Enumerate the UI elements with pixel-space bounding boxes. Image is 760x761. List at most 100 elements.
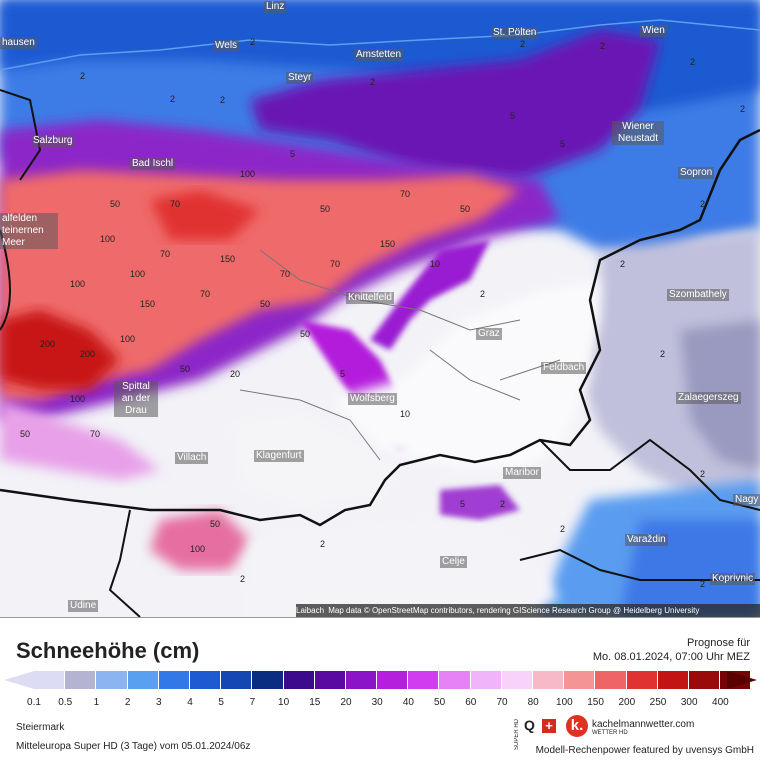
color-scale-cell (564, 671, 596, 689)
color-scale-tick: 3 (156, 697, 162, 708)
snow-value-label: 100 (70, 279, 86, 289)
color-scale-tick: 5 (218, 697, 224, 708)
map-attribution: Laibach Map data © OpenStreetMap contrib… (296, 604, 760, 617)
snow-value-label: 2 (560, 524, 566, 534)
color-scale-cell (595, 671, 627, 689)
model-label: Mitteleuropa Super HD (3 Tage) vom 05.01… (16, 741, 251, 752)
city-label: Salzburg (31, 135, 75, 147)
city-label: Udine (68, 600, 99, 612)
color-scale-tick: 400 (712, 697, 729, 708)
snow-value-label: 100 (130, 269, 146, 279)
snow-value-label: 50 (460, 204, 471, 214)
city-label: Celje (440, 556, 467, 568)
color-scale-cell (283, 671, 315, 689)
snow-value-label: 2 (700, 199, 706, 209)
snow-value-label: 2 (250, 37, 256, 47)
brand-sub: WETTER HD (592, 730, 628, 736)
forecast-label: Prognose für (687, 637, 750, 649)
color-scale-cell (626, 671, 658, 689)
color-scale-tick: 50 (434, 697, 446, 708)
snow-value-label: 2 (370, 77, 376, 87)
color-scale-cell (533, 671, 565, 689)
color-scale-cell (189, 671, 222, 689)
snow-value-label: 70 (90, 429, 101, 439)
city-label: Wels (213, 40, 240, 52)
color-scale-tick: 0.5 (58, 697, 73, 708)
forecast-time: Mo. 08.01.2024, 07:00 Uhr MEZ (592, 651, 750, 663)
color-scale-tick: 4 (187, 697, 193, 708)
color-scale-tick: 10 (278, 697, 290, 708)
city-label: St. Pölten (491, 27, 539, 39)
city-label: Nagy (733, 494, 760, 506)
swiss-flag-icon: + (542, 719, 556, 733)
city-label: Wien (640, 25, 667, 37)
city-label: Szombathely (667, 289, 729, 301)
snow-value-label: 150 (220, 254, 236, 264)
city-label: Varaždin (625, 534, 668, 546)
color-scale-tick: 40 (402, 697, 414, 708)
snow-value-label: 5 (340, 369, 346, 379)
snow-value-label: 70 (160, 249, 171, 259)
color-scale-tick: 2 (124, 697, 131, 708)
city-label: Amstetten (354, 49, 404, 61)
snow-value-label: 50 (110, 199, 121, 209)
color-scale-cell (377, 671, 409, 689)
snow-value-label: 5 (510, 111, 516, 121)
color-scale-tick: 250 (649, 697, 667, 708)
map-canvas (0, 0, 760, 617)
snow-value-label: 70 (170, 199, 181, 209)
snow-value-label: 10 (430, 259, 441, 269)
color-scale-tick: 0.1 (27, 697, 41, 708)
color-scale-cell (96, 671, 128, 689)
snow-value-label: 2 (240, 574, 246, 584)
brand-logos[interactable]: SUPER HD Q + k. kachelmannwetter.com WET… (514, 715, 754, 757)
color-scale-tick: 150 (587, 697, 604, 708)
city-label: Graz (476, 328, 502, 340)
snow-value-label: 50 (260, 299, 271, 309)
city-label: Feldbach (541, 362, 587, 374)
super-hd-logo: SUPER HD (514, 719, 520, 751)
color-scale-tick: 200 (618, 697, 636, 708)
color-scale-cell (221, 671, 253, 689)
snow-value-label: 50 (20, 429, 31, 439)
snow-value-label: 2 (480, 289, 486, 299)
snow-value-label: 2 (170, 94, 176, 104)
city-label: Bad Ischl (130, 158, 176, 170)
color-scale-cell (688, 671, 721, 689)
color-scale-tick: 1 (93, 697, 100, 708)
snow-value-label: 100 (240, 169, 256, 179)
city-label: Linz (264, 1, 287, 13)
city-label: alfelden teinernen Meer (0, 213, 58, 249)
kachelmann-logo: k. (566, 715, 588, 737)
city-label: Zalaegerszeg (676, 392, 741, 404)
city-label: hausen (0, 37, 37, 49)
color-scale-tick: 30 (371, 697, 383, 708)
color-scale-cell (501, 671, 533, 689)
color-scale-cell (127, 671, 159, 689)
snow-value-label: 50 (180, 364, 191, 374)
snow-value-label: 2 (620, 259, 626, 269)
color-scale-tick: 300 (680, 697, 698, 708)
color-scale-cell (408, 671, 440, 689)
snow-value-label: 70 (400, 189, 411, 199)
city-label: Steyr (286, 72, 314, 84)
snow-value-label: 50 (300, 329, 311, 339)
snow-depth-map[interactable]: Linz Wien St. Pölten Wels Amstetten haus… (0, 0, 760, 617)
snow-value-label: 100 (70, 394, 86, 404)
attribution-text: Map data © OpenStreetMap contributors, r… (328, 606, 700, 615)
color-scale-cell (314, 671, 346, 689)
snow-value-label: 2 (660, 349, 666, 359)
city-label: Maribor (503, 467, 541, 479)
color-scale-cell (657, 671, 689, 689)
snow-value-label: 5 (560, 139, 566, 149)
q-logo: Q (524, 717, 535, 733)
color-scale-tick: 70 (496, 697, 508, 708)
color-scale-tick: 100 (556, 697, 573, 708)
city-label: Spittal an der Drau (114, 381, 158, 417)
legend-arrow-right (727, 671, 757, 689)
color-scale-tick: 15 (309, 697, 321, 708)
snow-value-label: 10 (400, 409, 411, 419)
color-scale-tick: 7 (249, 697, 256, 708)
snow-value-label: 2 (500, 499, 506, 509)
snow-value-label: 70 (330, 259, 341, 269)
